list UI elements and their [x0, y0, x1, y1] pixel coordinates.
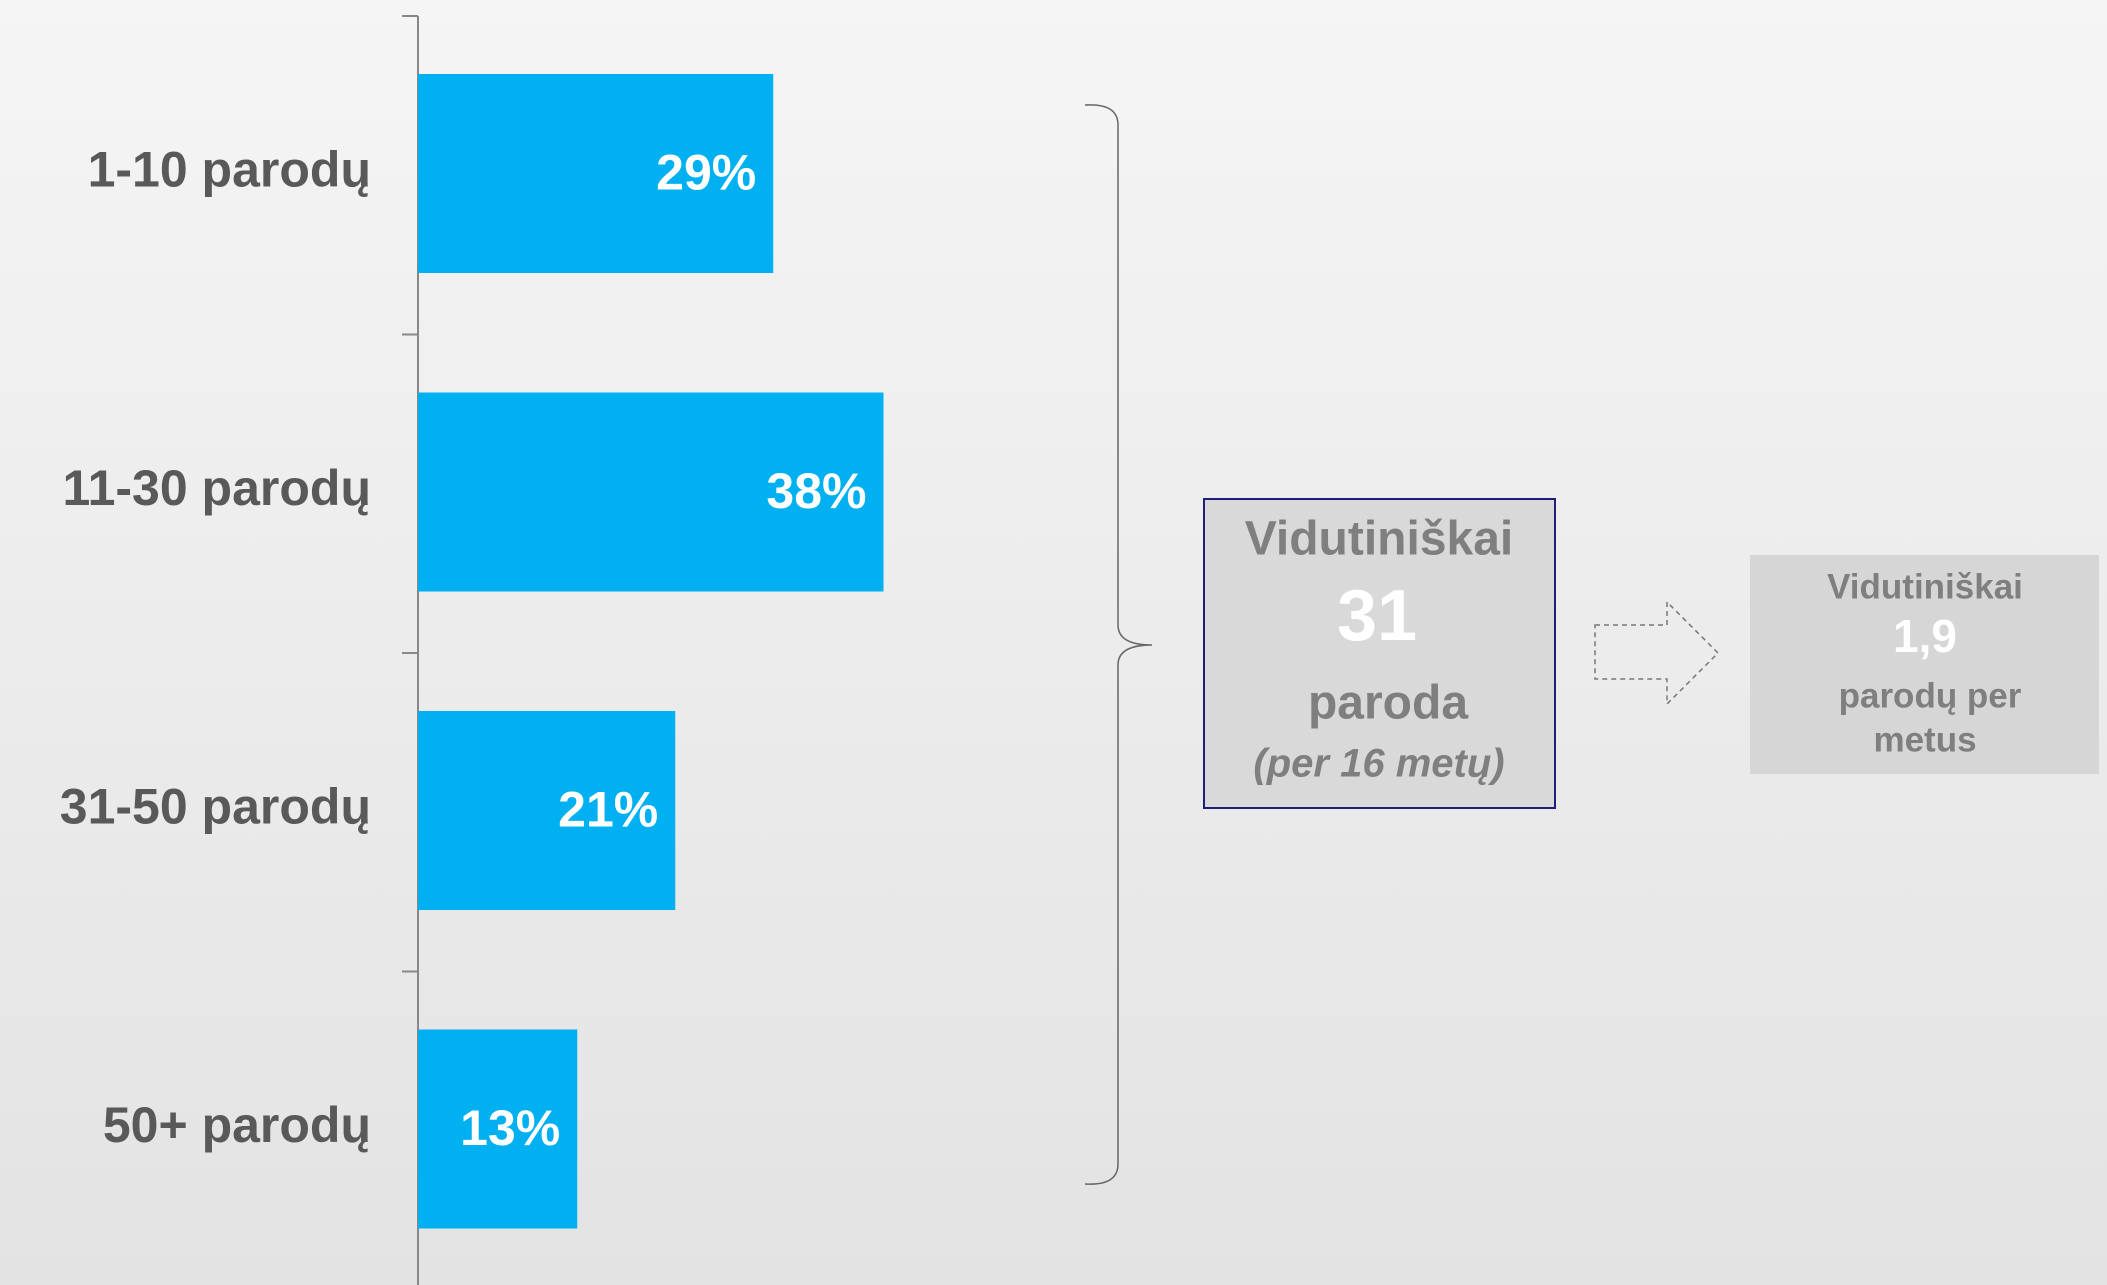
summary-box	[1203, 498, 1556, 809]
value-label: 13%	[460, 1100, 560, 1156]
yearly-text: metus	[1873, 720, 1976, 759]
arrow	[1594, 600, 1720, 706]
yearly-box	[1750, 555, 2099, 774]
value-label: 21%	[558, 782, 658, 838]
bar	[418, 711, 676, 910]
yearly-text: parodų per	[1839, 676, 2022, 715]
summary-note: (per 16 metų)	[1253, 742, 1504, 786]
category-label: 11-30 parodų	[63, 460, 371, 516]
category-label: 50+ parodų	[103, 1097, 371, 1153]
value-label: 29%	[656, 145, 756, 201]
yearly-number: 1,9	[1893, 610, 1957, 662]
bar	[418, 74, 774, 273]
summary-number: 31	[1337, 576, 1417, 656]
category-label: 1-10 parodų	[88, 142, 371, 198]
brace	[1084, 104, 1153, 1185]
bar	[418, 1029, 578, 1229]
value-label: 38%	[766, 463, 866, 519]
bar	[418, 392, 884, 592]
category-label: 31-50 parodų	[60, 779, 371, 835]
summary-text: Vidutiniškai	[1245, 513, 1514, 566]
yearly-text: Vidutiniškai	[1827, 567, 2023, 606]
summary-text: paroda	[1308, 677, 1468, 730]
